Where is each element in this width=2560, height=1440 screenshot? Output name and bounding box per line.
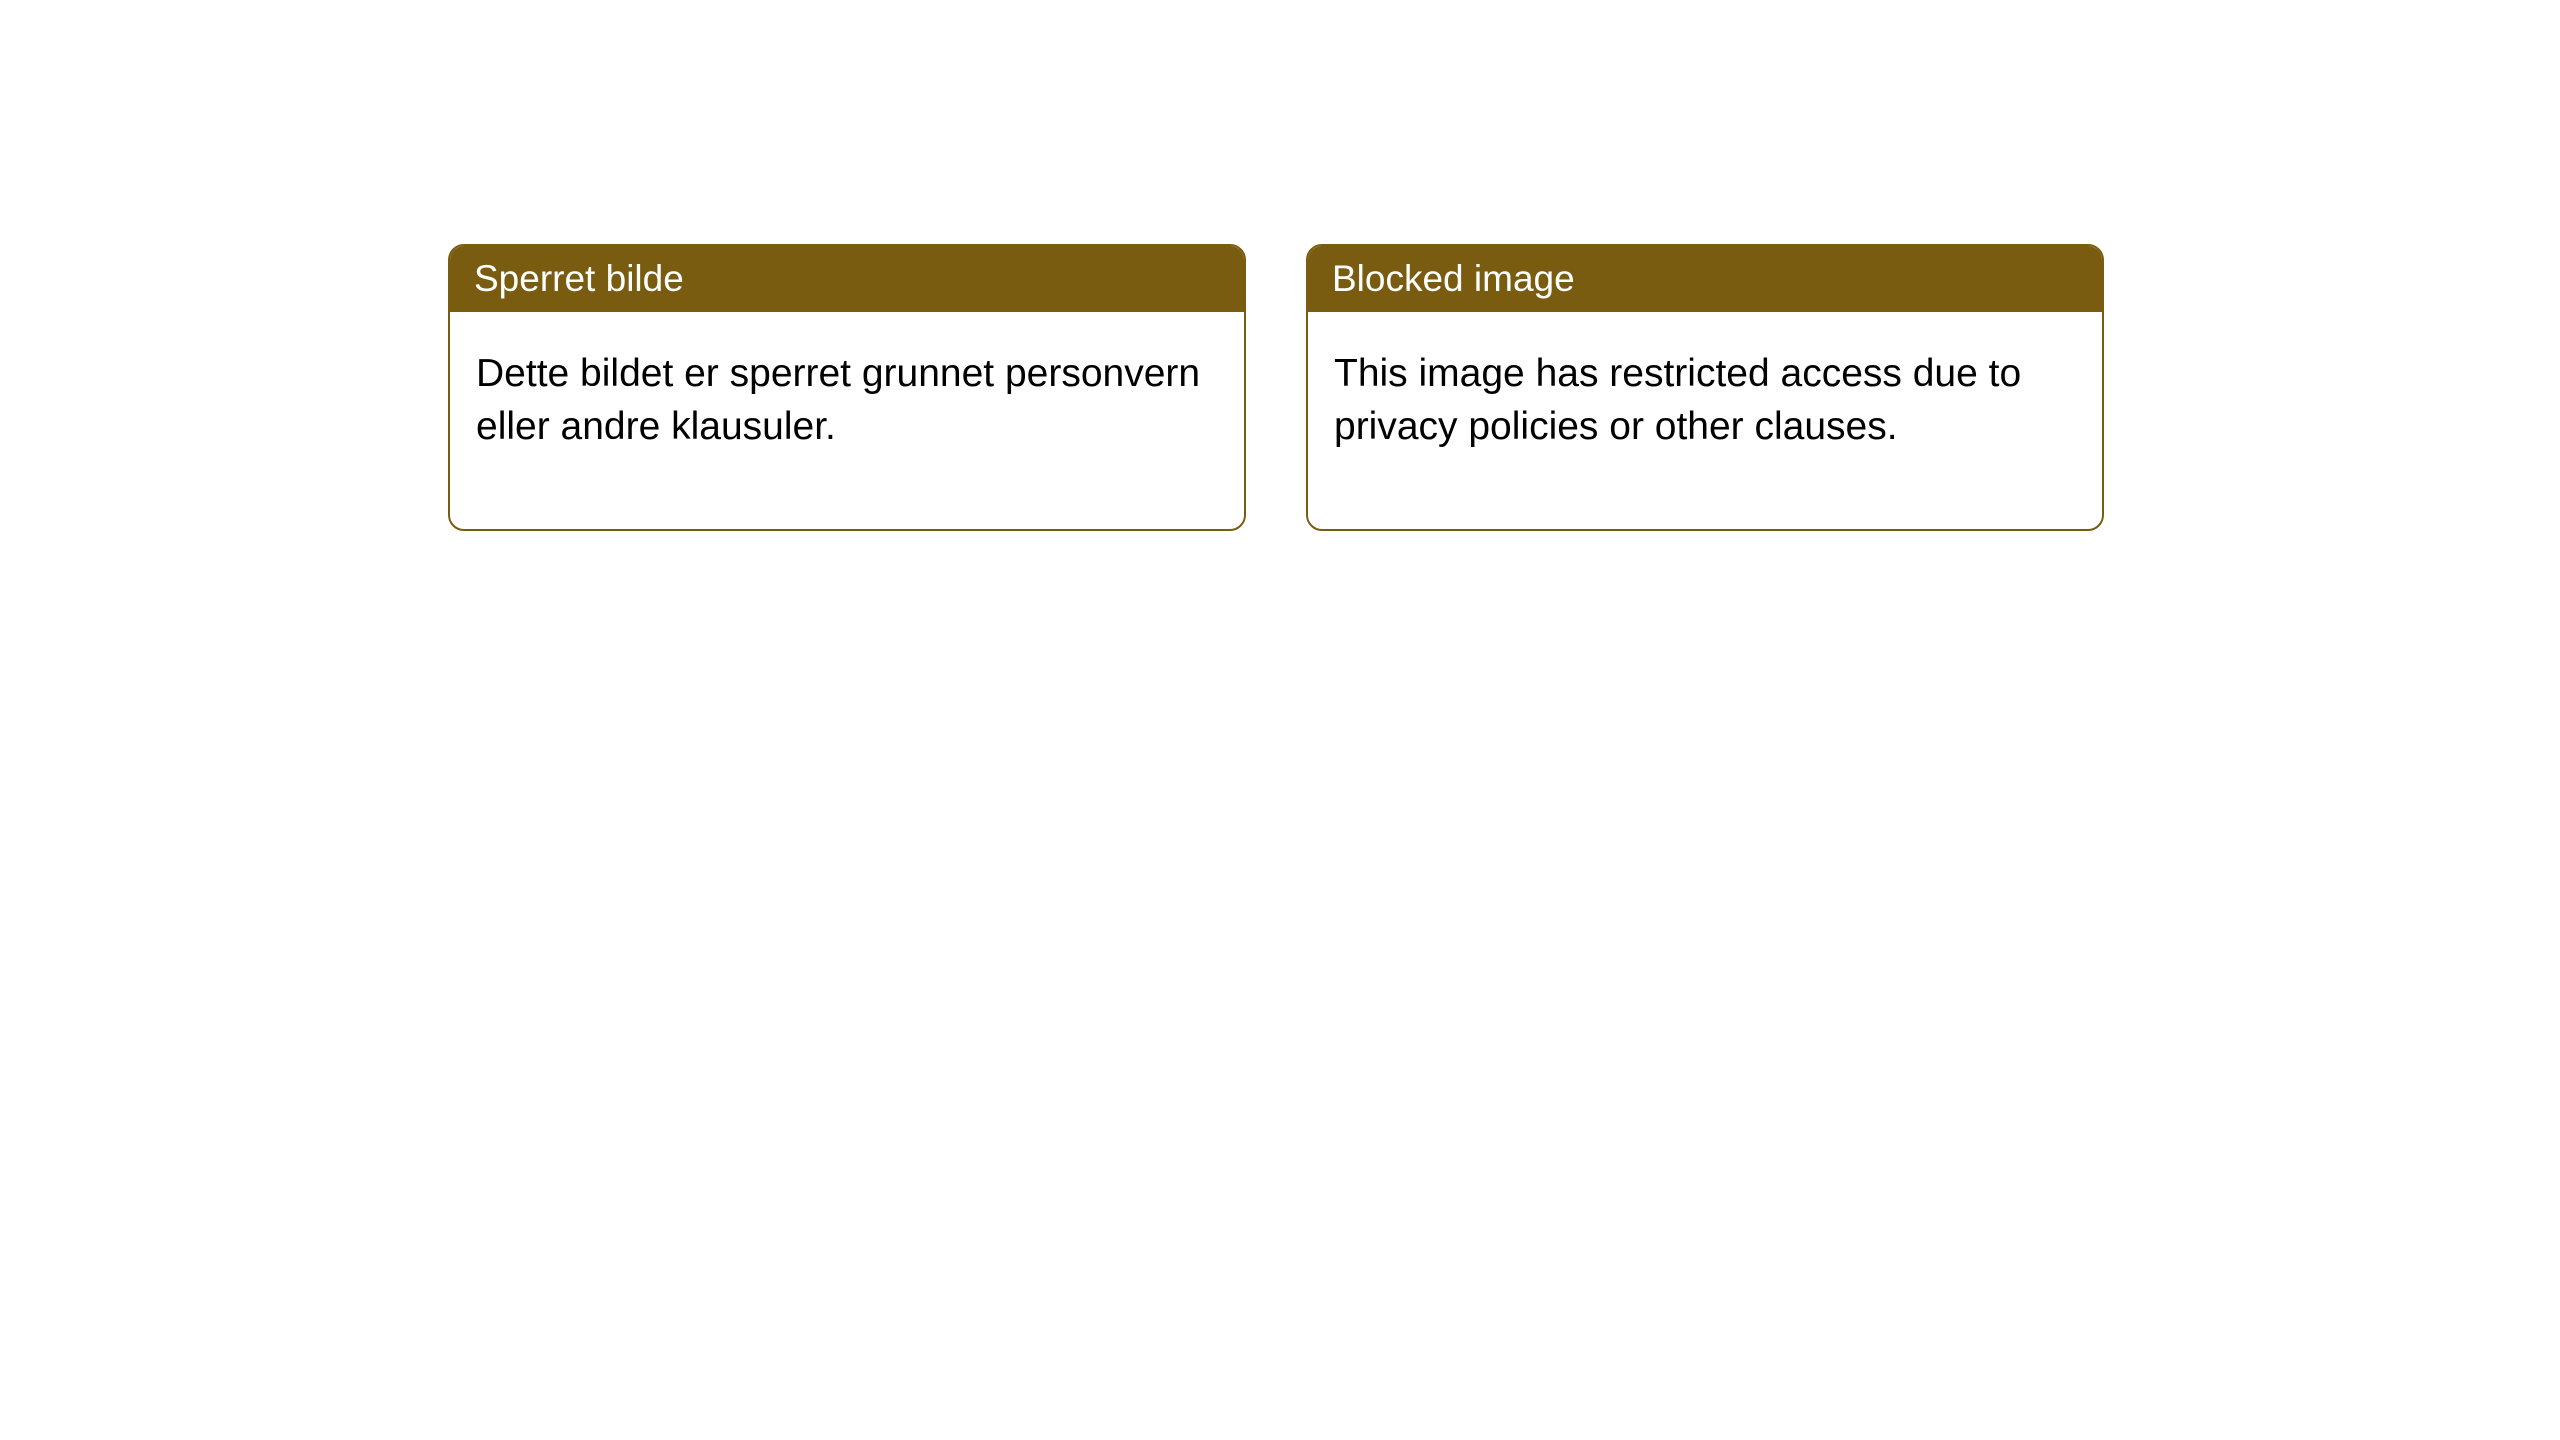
blocked-image-card-english: Blocked image This image has restricted … [1306,244,2104,531]
card-body-norwegian: Dette bildet er sperret grunnet personve… [450,312,1244,529]
notice-container: Sperret bilde Dette bildet er sperret gr… [0,0,2560,531]
blocked-image-card-norwegian: Sperret bilde Dette bildet er sperret gr… [448,244,1246,531]
card-title-norwegian: Sperret bilde [450,246,1244,312]
card-title-english: Blocked image [1308,246,2102,312]
card-body-english: This image has restricted access due to … [1308,312,2102,529]
